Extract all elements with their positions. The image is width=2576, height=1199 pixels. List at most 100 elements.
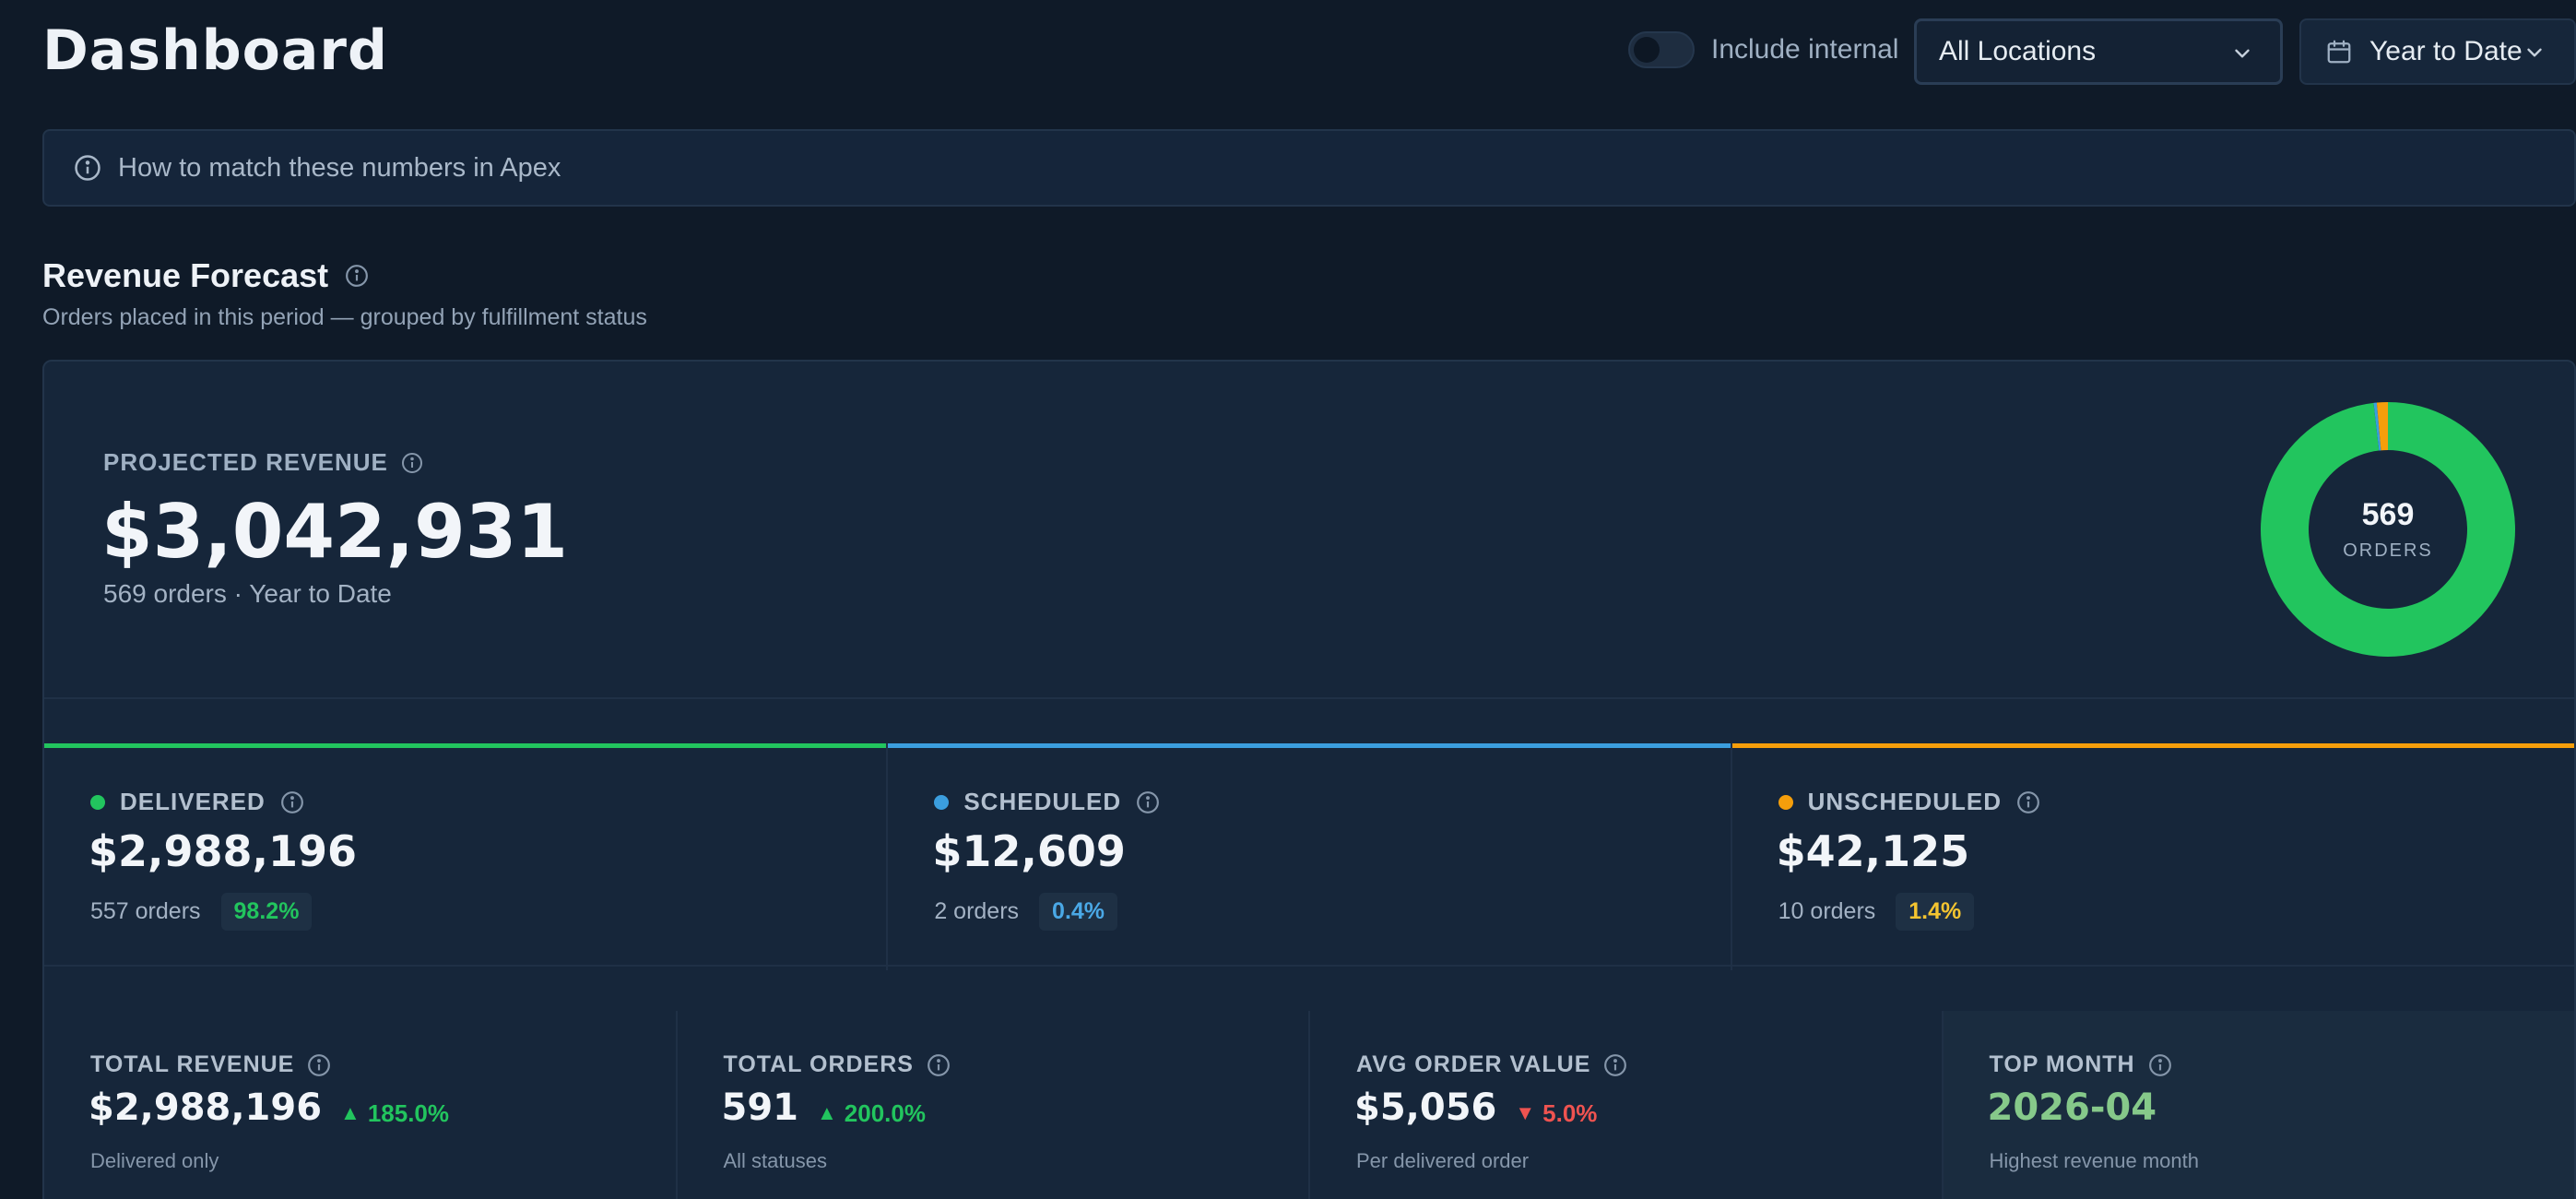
trend-up-icon: ▲ xyxy=(817,1101,837,1124)
kpi-label: AVG ORDER VALUE xyxy=(1356,1051,1627,1078)
kpi-total-revenue: TOTAL REVENUE $2,988,196 ▲ 185.0% Delive… xyxy=(44,1011,678,1199)
info-icon[interactable] xyxy=(1603,1053,1627,1077)
kpi-delta-value: 5.0% xyxy=(1542,1098,1598,1127)
status-dot xyxy=(90,794,105,810)
status-value: $42,125 xyxy=(1776,826,1970,876)
status-unscheduled: UNSCHEDULED $42,125 10 orders 1.4% xyxy=(1731,743,2574,970)
kpi-total-orders: TOTAL ORDERS 591 ▲ 200.0% All statuses xyxy=(678,1011,1310,1199)
status-orders: 557 orders xyxy=(90,898,201,924)
info-icon[interactable] xyxy=(1136,790,1160,814)
date-range-button[interactable]: Year to Date xyxy=(2299,18,2576,85)
kpi-value-row: 591 ▲ 200.0% xyxy=(722,1086,926,1129)
status-orders: 10 orders xyxy=(1778,898,1876,924)
date-range-value: Year to Date xyxy=(2369,36,2523,66)
status-delivered: DELIVERED $2,988,196 557 orders 98.2% xyxy=(44,743,889,970)
donut-center-label: ORDERS xyxy=(2343,540,2433,561)
kpi-value-row: $2,988,196 ▲ 185.0% xyxy=(89,1086,449,1129)
status-percent-badge: 1.4% xyxy=(1896,893,1975,931)
info-icon[interactable] xyxy=(401,452,423,474)
kpi-label: TOTAL REVENUE xyxy=(90,1051,331,1078)
status-footer: 10 orders 1.4% xyxy=(1778,893,1975,931)
card-divider xyxy=(44,697,2574,699)
kpi-delta-value: 185.0% xyxy=(367,1098,450,1127)
status-label: DELIVERED xyxy=(90,788,304,816)
page-title: Dashboard xyxy=(42,18,388,83)
include-internal-label[interactable]: Include internal xyxy=(1711,34,1899,65)
status-percent-badge: 0.4% xyxy=(1039,893,1118,931)
info-icon[interactable] xyxy=(2148,1053,2172,1077)
info-icon xyxy=(75,155,100,181)
status-orders: 2 orders xyxy=(934,898,1020,924)
status-value: $12,609 xyxy=(932,826,1126,876)
donut-center: 569 ORDERS xyxy=(2259,400,2517,659)
status-label-text: DELIVERED xyxy=(120,788,266,815)
kpi-value: $2,988,196 xyxy=(89,1086,323,1129)
card-divider xyxy=(44,965,2574,967)
header: Dashboard Include internal All Locations… xyxy=(42,0,2576,111)
kpi-subtext: Highest revenue month xyxy=(1989,1149,2199,1172)
kpi-value: 2026-04 xyxy=(1987,1086,2157,1129)
kpi-subtext: All statuses xyxy=(723,1149,828,1172)
status-footer: 557 orders 98.2% xyxy=(90,893,313,931)
status-bar xyxy=(888,743,1731,748)
section-title-text: Revenue Forecast xyxy=(42,256,329,294)
donut-slice-scheduled xyxy=(2373,402,2381,451)
kpi-delta: ▲ 185.0% xyxy=(340,1099,449,1128)
kpi-delta: ▼ 5.0% xyxy=(1515,1099,1597,1128)
banner-text: How to match these numbers in Apex xyxy=(118,152,561,183)
section-subtitle: Orders placed in this period — grouped b… xyxy=(42,304,647,330)
info-icon[interactable] xyxy=(280,790,304,814)
donut-slice-delivered xyxy=(2261,402,2515,657)
chevron-down-icon xyxy=(2235,49,2250,58)
location-select-value: All Locations xyxy=(1939,36,2097,66)
kpi-label-text: TOTAL REVENUE xyxy=(90,1051,295,1077)
status-breakdown: DELIVERED $2,988,196 557 orders 98.2% SC… xyxy=(44,743,2574,970)
status-dot xyxy=(1778,794,1793,810)
status-label: SCHEDULED xyxy=(934,788,1160,816)
status-label-text: UNSCHEDULED xyxy=(1807,788,2002,815)
status-bar xyxy=(44,743,887,748)
status-label-text: SCHEDULED xyxy=(963,788,1122,815)
kpi-delta: ▲ 200.0% xyxy=(817,1099,926,1128)
trend-down-icon: ▼ xyxy=(1515,1101,1536,1124)
projected-revenue-value: $3,042,931 xyxy=(101,489,569,575)
kpi-label-text: AVG ORDER VALUE xyxy=(1356,1051,1591,1077)
status-bar xyxy=(1731,743,2574,748)
revenue-forecast-card: PROJECTED REVENUE $3,042,931 569 orders … xyxy=(42,360,2576,1199)
info-icon[interactable] xyxy=(927,1053,951,1077)
calendar-icon xyxy=(2327,40,2351,64)
info-icon[interactable] xyxy=(2016,790,2040,814)
kpi-label: TOP MONTH xyxy=(1990,1051,2172,1078)
status-label: UNSCHEDULED xyxy=(1778,788,2040,816)
include-internal-toggle-wrap[interactable]: Include internal xyxy=(1628,31,1898,68)
include-internal-toggle[interactable] xyxy=(1628,31,1695,68)
projected-revenue-subtext: 569 orders · Year to Date xyxy=(103,579,392,608)
status-scheduled: SCHEDULED $12,609 2 orders 0.4% xyxy=(888,743,1732,970)
status-percent-badge: 98.2% xyxy=(220,893,313,931)
kpi-top-month: TOP MONTH 2026-04 Highest revenue month xyxy=(1943,1011,2574,1199)
kpi-value-row: 2026-04 xyxy=(1988,1086,2157,1129)
orders-donut-chart xyxy=(2261,402,2515,657)
kpi-row: TOTAL REVENUE $2,988,196 ▲ 185.0% Delive… xyxy=(44,1011,2574,1199)
kpi-delta-value: 200.0% xyxy=(844,1098,926,1127)
donut-slice-unscheduled xyxy=(2376,402,2388,451)
location-select[interactable]: All Locations xyxy=(1914,18,2283,85)
kpi-label-text: TOP MONTH xyxy=(1989,1051,2135,1077)
kpi-label-text: TOTAL ORDERS xyxy=(723,1051,914,1077)
donut-center-value: 569 xyxy=(2361,497,2415,532)
kpi-avg-order-value: AVG ORDER VALUE $5,056 ▼ 5.0% Per delive… xyxy=(1310,1011,1944,1199)
section-title: Revenue Forecast xyxy=(42,256,369,295)
info-icon[interactable] xyxy=(345,264,369,288)
projected-revenue-label-text: PROJECTED REVENUE xyxy=(103,448,388,476)
status-footer: 2 orders 0.4% xyxy=(934,893,1118,931)
chevron-down-icon xyxy=(2527,48,2542,57)
projected-revenue-label: PROJECTED REVENUE xyxy=(103,448,423,477)
status-dot xyxy=(934,794,950,810)
kpi-value-row: $5,056 ▼ 5.0% xyxy=(1354,1086,1597,1129)
apex-help-banner[interactable]: How to match these numbers in Apex xyxy=(42,129,2576,207)
status-value: $2,988,196 xyxy=(89,826,358,876)
kpi-subtext: Per delivered order xyxy=(1356,1149,1530,1172)
kpi-value: $5,056 xyxy=(1354,1086,1497,1129)
info-icon[interactable] xyxy=(307,1053,331,1077)
kpi-label: TOTAL ORDERS xyxy=(724,1051,951,1078)
